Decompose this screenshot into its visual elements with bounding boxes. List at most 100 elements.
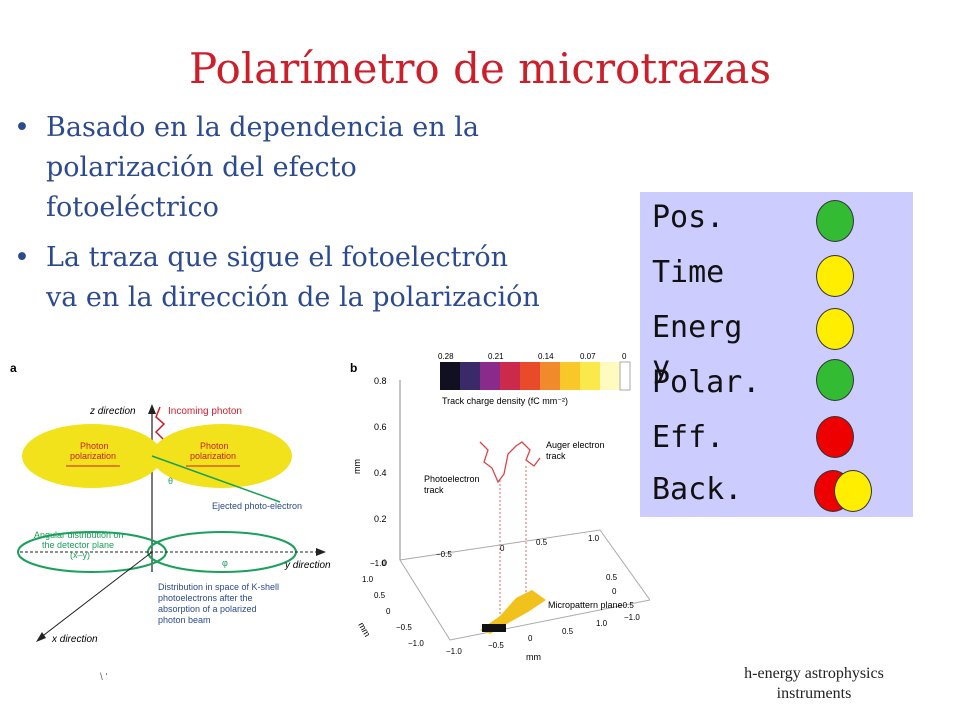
x-axis <box>39 551 153 639</box>
right-tick: −0.5 <box>618 601 634 610</box>
micropattern-plane <box>399 529 650 641</box>
footer-line: instruments <box>776 685 852 702</box>
distribution-label-3: absorption of a polarized <box>158 604 257 614</box>
legend-label: Polar. <box>652 365 761 400</box>
bullet-line: polarización del efecto <box>46 152 357 183</box>
track-dark-end <box>482 624 506 632</box>
y-unit-label: mm <box>352 459 362 474</box>
auger-label-1: Auger electron <box>546 440 605 450</box>
figure-a-panel-label: a <box>10 361 17 375</box>
legend-row-back: Back. <box>640 464 913 522</box>
y-tick: 0.4 <box>374 468 387 478</box>
yellow-light-icon <box>834 470 872 512</box>
angular-label-1: Angular distribution on <box>34 530 124 540</box>
colorbar-tick: 0.28 <box>438 352 454 361</box>
yellow-light-icon <box>816 255 854 297</box>
bullet-line: Basado en la dependencia en la <box>46 112 479 143</box>
bullet-item: • Basado en la dependencia en la polariz… <box>14 108 614 228</box>
legend-row-pos: Pos. <box>640 192 913 250</box>
x-tick: −0.5 <box>436 550 452 559</box>
auger-label-2: track <box>546 451 566 461</box>
colorbar-tick: 0.14 <box>538 352 554 361</box>
colorbar-tick: 0 <box>622 352 627 361</box>
figure-b-panel-label: b <box>350 361 357 375</box>
track-projection <box>480 590 546 634</box>
colorbar-tick: 0.21 <box>488 352 504 361</box>
mm-left-label: mm <box>356 621 372 639</box>
ejected-label: Ejected photo-electron <box>212 501 302 511</box>
distribution-label-2: photoelectrons after the <box>158 593 253 603</box>
micropattern-label: Micropattern plane <box>548 600 623 610</box>
photon-pol-left-2: polarization <box>70 451 116 461</box>
yellow-light-icon <box>816 308 854 350</box>
photon-pol-right-1: Photon <box>200 441 229 451</box>
bottom-tick: 0.5 <box>562 627 574 636</box>
legend-label: Eff. <box>652 420 725 455</box>
angular-label-2: the detector plane <box>42 540 114 550</box>
depth-tick: 1.0 <box>362 575 374 584</box>
z-direction-label: z direction <box>89 406 136 417</box>
colorbar <box>440 361 631 391</box>
angular-label-3: (x–y) <box>70 550 90 560</box>
bullet-line: fotoeléctrico <box>46 192 219 223</box>
y-arrow-icon <box>316 548 326 556</box>
photon-pol-left-1: Photon <box>80 441 109 451</box>
legend-row-eff: Eff. <box>640 412 913 470</box>
green-light-icon <box>816 359 854 401</box>
legend-label: Time <box>652 255 725 290</box>
y-direction-label: y direction <box>284 560 331 571</box>
photon-lobe-left <box>22 424 162 488</box>
y-tick: 0.6 <box>374 422 387 432</box>
slide-title: Polarímetro de microtrazas <box>188 44 772 93</box>
x-tick: −1.0 <box>370 559 386 568</box>
legend-row-energy: Energ y <box>640 302 913 385</box>
theta-label: θ <box>168 476 173 486</box>
colorbar-tick: 0.07 <box>580 352 596 361</box>
x-arrow-icon <box>36 632 46 642</box>
status-legend-panel: Pos. Time Energ y Polar. Eff. Back. <box>640 192 913 517</box>
legend-label: Back. <box>652 472 743 507</box>
bullet-dot-icon: • <box>14 242 30 273</box>
figure-a: a z direction Incoming photon Photon pol… <box>10 361 331 645</box>
bottom-tick: −0.5 <box>488 641 504 650</box>
distribution-label-1: Distribution in space of K-shell <box>158 582 279 592</box>
bullet-list: • Basado en la dependencia en la polariz… <box>14 108 614 328</box>
legend-label: Energ <box>652 310 743 345</box>
footer-caption: h-energy astrophysics instruments <box>714 664 914 704</box>
depth-tick: −0.5 <box>396 623 412 632</box>
photoelectron-label-2: track <box>424 485 444 495</box>
photon-pol-right-2: polarization <box>190 451 236 461</box>
x-tick: 0 <box>500 544 505 553</box>
legend-row-polar: Polar. <box>640 357 913 415</box>
legend-label-overflow: y <box>652 350 671 385</box>
colorbar-label: Track charge density (fC mm⁻²) <box>442 396 568 406</box>
bottom-tick: 1.0 <box>596 619 608 628</box>
photon-lobe-right <box>152 424 292 488</box>
green-light-icon <box>816 200 854 242</box>
right-tick: 0.5 <box>606 573 618 582</box>
x-direction-label: x direction <box>51 634 98 645</box>
footer-left-mark: \ ' <box>100 672 108 683</box>
legend-row-time: Time <box>640 247 913 305</box>
y-tick: 0.2 <box>374 514 387 524</box>
footer-line: h-energy astrophysics <box>744 665 884 682</box>
track-curve <box>479 441 541 484</box>
mm-bottom-label: mm <box>526 652 541 662</box>
bottom-tick: 0 <box>528 634 533 643</box>
bullet-line: La traza que sigue el fotoelectrón <box>46 242 508 273</box>
bullet-dot-icon: • <box>14 112 30 143</box>
phi-label: φ <box>222 558 228 568</box>
legend-label: Pos. <box>652 200 725 235</box>
depth-tick: 0.5 <box>374 591 386 600</box>
right-tick: 0 <box>612 587 617 596</box>
photoelectron-label-1: Photoelectron <box>424 474 480 484</box>
z-arrow-icon <box>148 404 156 414</box>
red-light-icon <box>816 416 854 458</box>
distribution-label-4: photon beam <box>158 615 211 625</box>
x-tick: 0.5 <box>536 538 548 547</box>
depth-tick: 0 <box>386 607 391 616</box>
depth-tick: −1.0 <box>408 639 424 648</box>
figure-b: b 0.28 0.21 0.14 0.07 0 Track charge den… <box>350 352 650 662</box>
x-tick: 1.0 <box>588 534 600 543</box>
right-tick: −1.0 <box>624 613 640 622</box>
